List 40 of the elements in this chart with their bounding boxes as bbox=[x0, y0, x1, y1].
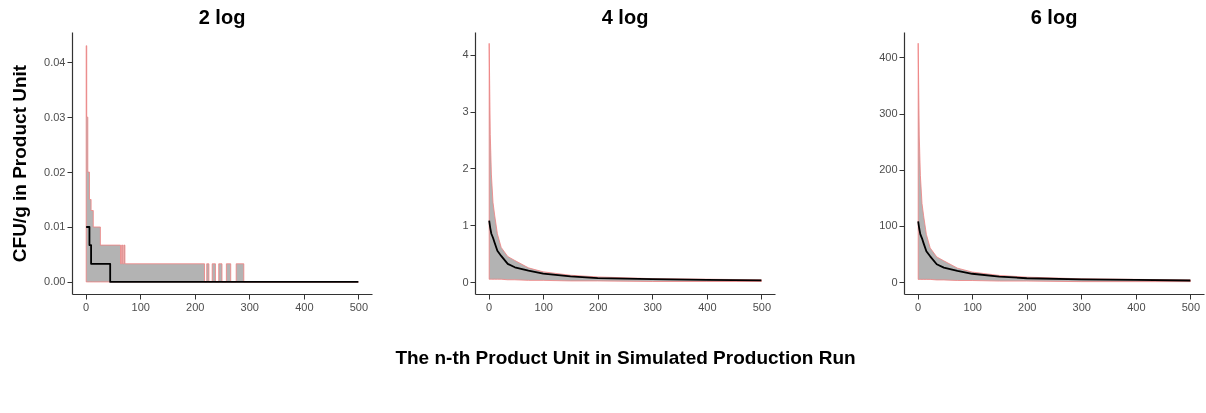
y-tick-label: 4 bbox=[462, 48, 469, 61]
y-tick-label: 300 bbox=[879, 107, 898, 120]
y-tick-label: 2 bbox=[462, 161, 469, 174]
y-tick-label: 400 bbox=[879, 50, 898, 63]
y-tick-label: 0.02 bbox=[44, 165, 66, 178]
x-tick-label: 400 bbox=[1127, 300, 1146, 313]
y-tick-label: 0 bbox=[891, 275, 898, 288]
y-tick-label: 1 bbox=[462, 218, 469, 231]
x-tick-label: 300 bbox=[643, 300, 662, 313]
line-series bbox=[917, 220, 1192, 282]
x-tick-label: 500 bbox=[1181, 300, 1201, 313]
y-tick-label: 200 bbox=[879, 163, 898, 176]
line-series bbox=[488, 219, 763, 282]
x-tick-label: 200 bbox=[589, 300, 608, 313]
y-tick-label: 3 bbox=[462, 105, 469, 118]
x-tick-label: 300 bbox=[240, 300, 259, 313]
x-tick-label: 200 bbox=[186, 300, 205, 313]
y-tick-label: 0.00 bbox=[44, 275, 66, 288]
x-tick-label: 500 bbox=[349, 300, 369, 313]
y-tick-label: 0.04 bbox=[44, 55, 66, 68]
y-tick-label: 0.01 bbox=[44, 220, 66, 233]
y-axis-title: CFU/g in Product Unit bbox=[9, 64, 31, 263]
y-tick-label: 0 bbox=[462, 275, 469, 288]
chart-title: 2 log bbox=[198, 6, 246, 28]
x-tick-label: 400 bbox=[698, 300, 717, 313]
x-tick-label: 100 bbox=[131, 300, 150, 313]
x-tick-label: 0 bbox=[486, 300, 493, 313]
x-tick-label: 300 bbox=[1072, 300, 1091, 313]
x-axis-title: The n-th Product Unit in Simulated Production Run bbox=[395, 346, 856, 368]
y-tick-label: 100 bbox=[879, 219, 898, 232]
x-tick-label: 0 bbox=[83, 300, 90, 313]
x-tick-label: 400 bbox=[295, 300, 314, 313]
y-tick-label: 0.03 bbox=[44, 110, 66, 123]
x-tick-label: 100 bbox=[963, 300, 982, 313]
chart-title: 6 log bbox=[1030, 6, 1078, 28]
chart-title: 4 log bbox=[601, 6, 649, 28]
x-tick-label: 200 bbox=[1018, 300, 1037, 313]
x-tick-label: 100 bbox=[534, 300, 553, 313]
x-tick-label: 0 bbox=[915, 300, 922, 313]
x-tick-label: 500 bbox=[752, 300, 772, 313]
